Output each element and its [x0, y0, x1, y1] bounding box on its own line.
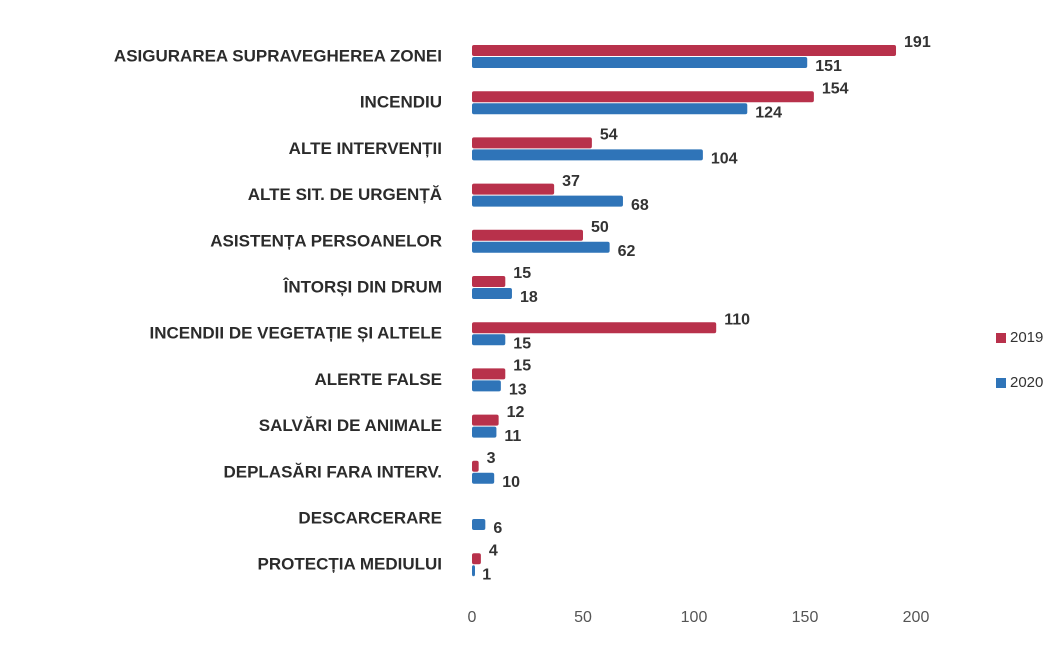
- bar: [472, 334, 506, 346]
- category-label: ÎNTORȘI DIN DRUM: [283, 277, 442, 296]
- data-label: 3: [487, 450, 496, 467]
- data-label: 37: [562, 173, 580, 190]
- category-label: ASIGURAREA SUPRAVEGHEREA ZONEI: [114, 46, 442, 65]
- data-label: 110: [724, 311, 750, 328]
- bar: [472, 241, 610, 253]
- bar: [472, 57, 808, 68]
- bar: [472, 565, 475, 577]
- bar: [472, 137, 592, 149]
- category-label: ALTE INTERVENȚII: [289, 139, 442, 158]
- bar: [472, 276, 506, 287]
- bar: [472, 460, 479, 472]
- data-label: 4: [489, 542, 498, 559]
- data-label: 12: [507, 404, 525, 421]
- legend-swatch: [996, 378, 1006, 388]
- data-label: 50: [591, 219, 609, 236]
- bar: [472, 553, 481, 565]
- x-tick-label: 0: [468, 609, 477, 626]
- category-label: ALTE SIT. DE URGENȚĂ: [248, 185, 442, 204]
- data-label: 10: [502, 474, 520, 491]
- data-label: 104: [711, 151, 738, 168]
- bar: [472, 91, 814, 103]
- data-label: 15: [513, 358, 531, 375]
- data-label: 54: [600, 127, 618, 144]
- data-label: 13: [509, 382, 527, 399]
- bar: [472, 45, 897, 56]
- data-label: 68: [631, 197, 649, 214]
- x-tick-label: 150: [792, 609, 819, 626]
- data-label: 191: [904, 34, 931, 51]
- x-tick-label: 50: [574, 609, 592, 626]
- data-label: 11: [504, 428, 521, 445]
- category-label: DEPLASĂRI FARA INTERV.: [223, 462, 442, 481]
- legend-swatch: [996, 333, 1006, 343]
- legend-label: 2020: [1010, 374, 1043, 391]
- category-label: SALVĂRI DE ANIMALE: [259, 416, 442, 435]
- legend-label: 2019: [1010, 329, 1043, 346]
- bar: [472, 195, 623, 207]
- data-label: 151: [815, 58, 842, 75]
- bar: [472, 426, 497, 438]
- x-tick-label: 100: [681, 609, 708, 626]
- x-tick-label: 200: [903, 609, 930, 626]
- category-label: INCENDII DE VEGETAȚIE ȘI ALTELE: [150, 324, 443, 343]
- bar: [472, 229, 583, 241]
- bar: [472, 519, 486, 530]
- bar: [472, 149, 703, 161]
- data-label: 1: [482, 566, 491, 583]
- data-label: 62: [618, 243, 636, 260]
- category-label: DESCARCERARE: [298, 508, 442, 527]
- bar: [472, 288, 512, 299]
- data-label: 15: [513, 335, 531, 352]
- category-label: INCENDIU: [360, 93, 442, 112]
- bar: [472, 472, 495, 484]
- data-label: 15: [513, 265, 531, 282]
- data-label: 154: [822, 80, 849, 97]
- bar: [472, 103, 748, 115]
- bar: [472, 183, 555, 195]
- data-label: 6: [493, 520, 502, 537]
- bar: [472, 368, 506, 380]
- category-label: ALERTE FALSE: [314, 370, 442, 389]
- data-label: 124: [755, 104, 782, 121]
- bar: [472, 380, 501, 392]
- bar: [472, 322, 717, 334]
- category-label: PROTECȚIA MEDIULUI: [258, 555, 442, 574]
- bar: [472, 414, 499, 426]
- data-label: 18: [520, 289, 538, 306]
- category-label: ASISTENȚA PERSOANELOR: [210, 231, 442, 250]
